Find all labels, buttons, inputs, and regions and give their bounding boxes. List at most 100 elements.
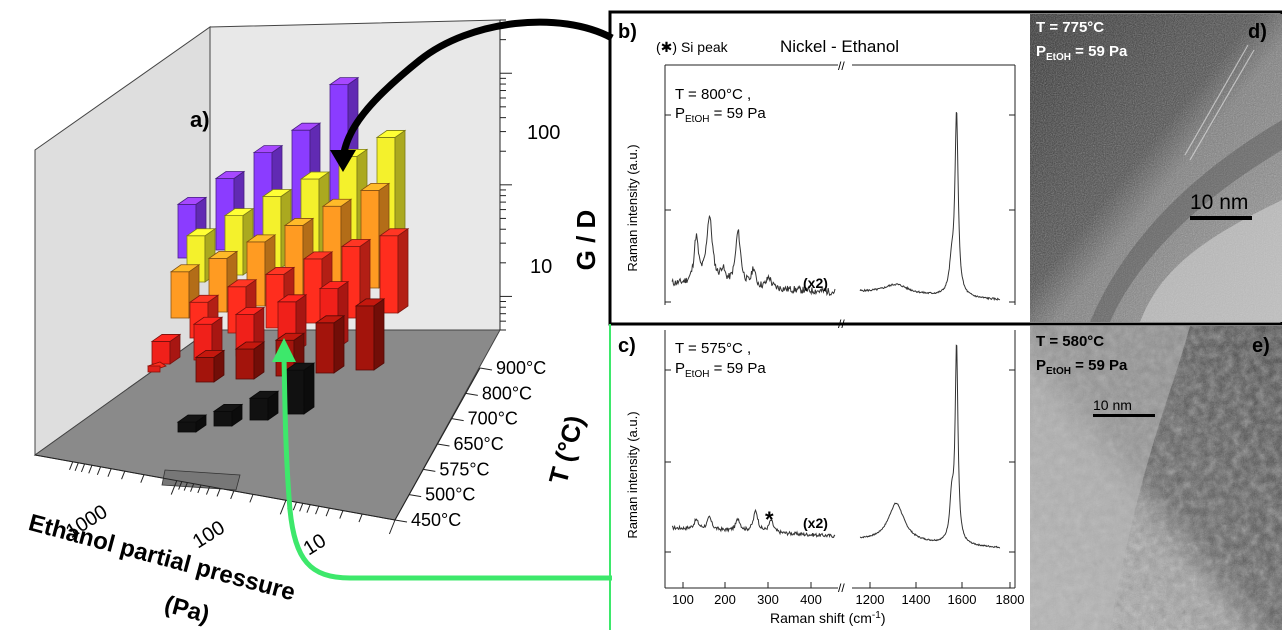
spectrum-b-low xyxy=(671,214,836,297)
x-tick-mark xyxy=(140,474,145,483)
x-tick-mark xyxy=(216,488,221,497)
x-axis-unit: (Pa) xyxy=(162,591,213,629)
panel-b-scale-note: (x2) xyxy=(803,275,828,291)
temp-label-1: 800°C xyxy=(482,383,532,403)
panel-b-frame xyxy=(608,10,1282,326)
x-tick-mark xyxy=(74,462,79,472)
panel-c: c) Raman intensity (a.u.) // // T = 575°… xyxy=(609,317,1024,630)
axis-break-bottom: // xyxy=(838,581,845,595)
si-peak-legend: (✱) Si peak xyxy=(656,39,729,55)
green-arrow xyxy=(281,357,612,581)
panel-d-pressure: PEtOH = 59 Pa xyxy=(1036,43,1128,63)
x-tick-mark xyxy=(197,484,202,494)
temp-tick-mark xyxy=(409,494,422,498)
floor-strip xyxy=(161,469,241,491)
c-x-tick-label-1800: 1800 xyxy=(996,592,1025,607)
z-tick-10: 10 xyxy=(530,256,552,278)
panel-b-ylabel: Raman intensity (a.u.) xyxy=(625,144,640,271)
y-axis-ticks xyxy=(394,367,493,523)
x-tick-mark xyxy=(107,468,112,477)
x-tick-mark xyxy=(69,461,74,470)
temp-tick-mark xyxy=(437,443,450,447)
panel-e-scale-bar xyxy=(1093,414,1155,417)
x-tick-mark xyxy=(249,494,254,503)
bar-500c-4 xyxy=(354,298,386,371)
panel-d-temp: T = 775°C xyxy=(1036,19,1104,36)
temp-tick-mark xyxy=(479,367,493,371)
panel-d-label: d) xyxy=(1248,21,1267,43)
panel-b-label: b) xyxy=(618,21,637,43)
x-tick-mark xyxy=(96,466,102,476)
panel-c-condition-2: PEtOH = 59 Pa xyxy=(675,360,766,380)
temp-label-6: 450°C xyxy=(411,510,461,530)
panel-e-label: e) xyxy=(1252,335,1270,357)
panel-e-pressure: PEtOH = 59 Pa xyxy=(1036,357,1128,377)
temp-tick-mark xyxy=(423,468,436,472)
x-tick-mark xyxy=(121,471,126,480)
c-x-tick-label-400: 400 xyxy=(800,592,822,607)
bar-450c-0 xyxy=(176,414,208,433)
temp-label-2: 700°C xyxy=(468,409,518,429)
panel-c-condition-1: T = 575°C , xyxy=(675,340,751,357)
z-axis-label: G / D xyxy=(571,210,601,271)
bar-450c-2 xyxy=(248,390,280,421)
panel-c-scale-note: (x2) xyxy=(803,515,828,531)
x-tick-mark xyxy=(183,482,188,491)
x-tick-mark xyxy=(306,504,311,513)
temp-tick-mark xyxy=(465,392,478,396)
x-tick-mark xyxy=(388,519,396,535)
x-tick-mark xyxy=(358,513,363,523)
temp-label-5: 500°C xyxy=(425,485,475,505)
x-tick-mark xyxy=(339,510,344,519)
x-tick-100: 100 xyxy=(189,517,229,553)
spectrum-b-high xyxy=(859,111,1001,301)
bar-450c-1 xyxy=(212,403,244,427)
x-tick-mark xyxy=(178,481,183,490)
panel-c-plot: // // xyxy=(664,317,1016,595)
si-peak-marker: * xyxy=(765,507,774,532)
panel-c-label: c) xyxy=(618,335,636,357)
panel-b: b) (✱) Si peak Nickel - Ethanol Raman in… xyxy=(608,10,1282,326)
x-tick-mark xyxy=(299,503,304,512)
panel-c-ylabel: Raman intensity (a.u.) xyxy=(625,411,640,538)
panel-e-tem-image: e) T = 580°C PEtOH = 59 Pa 10 nm xyxy=(1030,326,1282,630)
panel-b-title: Nickel - Ethanol xyxy=(780,37,899,56)
c-x-tick-label-1600: 1600 xyxy=(948,592,977,607)
axis-break-top: // xyxy=(838,59,845,73)
panel-e-scale-text: 10 nm xyxy=(1093,397,1132,413)
temp-tick-mark xyxy=(451,418,464,422)
z-tick-100: 100 xyxy=(527,122,560,144)
temperature-labels: 900°C 800°C 700°C 650°C 575°C 500°C 450°C xyxy=(411,358,546,530)
bar-650c-4 xyxy=(340,238,372,319)
c-x-tick-label-200: 200 xyxy=(714,592,736,607)
black-arrow xyxy=(339,18,614,161)
c-x-tick-label-300: 300 xyxy=(757,592,779,607)
c-x-tick-label-1400: 1400 xyxy=(902,592,931,607)
x-axis-label: Ethanol partial pressure xyxy=(26,509,298,606)
bar-575c-0 xyxy=(150,333,182,365)
x-tick-mark xyxy=(292,502,297,511)
temp-label-4: 575°C xyxy=(439,459,489,479)
x-tick-mark xyxy=(315,506,320,515)
panel-c-x-ticks: 100 200 300 400 1200 1400 1600 1800 xyxy=(672,592,1024,607)
panel-a-label: a) xyxy=(190,107,210,132)
bar-500c-3 xyxy=(314,315,346,374)
bar-650c-5 xyxy=(378,227,410,314)
bars-group xyxy=(147,76,410,433)
panel-c-xlabel: Raman shift (cm-1) xyxy=(770,610,886,626)
x-tick-mark xyxy=(230,490,235,500)
temp-tick-mark xyxy=(394,519,408,523)
spectrum-c-low xyxy=(671,508,836,539)
spectrum-c-high xyxy=(859,344,1001,549)
x-tick-mark xyxy=(205,486,211,495)
c-x-tick-label-1200: 1200 xyxy=(856,592,885,607)
temp-label-3: 650°C xyxy=(454,434,504,454)
x-tick-mark xyxy=(190,483,195,492)
x-tick-mark xyxy=(170,480,178,495)
panel-d-scale-text: 10 nm xyxy=(1190,191,1248,214)
bar-500c-1 xyxy=(234,341,266,380)
panel-e-temp: T = 580°C xyxy=(1036,333,1104,350)
green-arrow-head xyxy=(272,338,296,362)
x-tick-mark xyxy=(325,507,330,517)
